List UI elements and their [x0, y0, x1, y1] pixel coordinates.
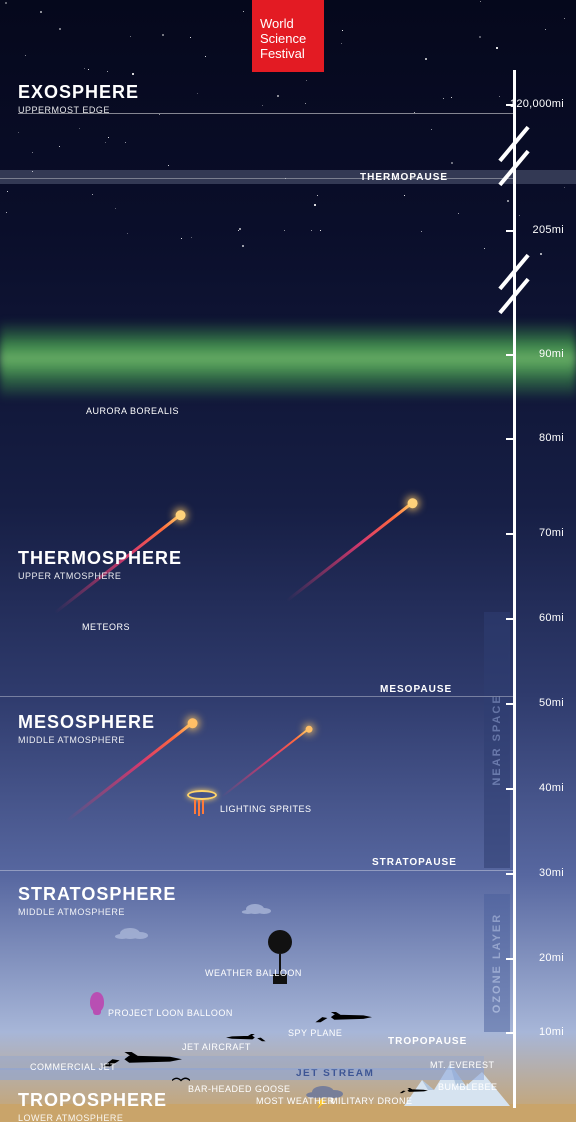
aurora-band: [0, 338, 576, 378]
altitude-ruler: [513, 70, 516, 1108]
ruler-tick-label: 120,000mi: [510, 98, 564, 110]
wsf-logo: WorldScienceFestival: [252, 0, 324, 72]
weather-balloon: [268, 930, 292, 954]
feature-label: BUMBLEBEE: [438, 1082, 498, 1092]
thermopause-band: [0, 170, 576, 184]
cloud: [246, 904, 264, 914]
ruler-tick: [506, 1032, 516, 1034]
atmosphere-infographic: JET STREAMNEAR SPACEOZONE LAYER ⚡120,000…: [0, 0, 576, 1122]
layer-name: EXOSPHERE: [18, 82, 139, 103]
layer-name: STRATOSPHERE: [18, 884, 176, 905]
feature-label: JET AIRCRAFT: [182, 1042, 251, 1052]
ruler-tick: [506, 618, 516, 620]
ruler-tick: [506, 703, 516, 705]
feature-label: LIGHTING SPRITES: [220, 804, 312, 814]
boundary-line: [0, 696, 513, 697]
layer-subtitle: MIDDLE ATMOSPHERE: [18, 735, 155, 745]
plane-spy: [312, 1012, 372, 1024]
boundary-label: MESOPAUSE: [380, 684, 452, 695]
feature-label: COMMERCIAL JET: [30, 1062, 116, 1072]
ruler-tick-label: 70mi: [539, 527, 564, 539]
feature-label: PROJECT LOON BALLOON: [108, 1008, 233, 1018]
ruler-tick-label: 30mi: [539, 867, 564, 879]
ruler-tick: [506, 788, 516, 790]
feature-label: WEATHER BALLOON: [205, 968, 302, 978]
logo-text: WorldScienceFestival: [260, 17, 306, 62]
feature-label: MILITARY DRONE: [330, 1096, 413, 1106]
boundary-label: THERMOPAUSE: [360, 172, 448, 183]
ruler-tick-label: 90mi: [539, 348, 564, 360]
layer-subtitle: MIDDLE ATMOSPHERE: [18, 907, 176, 917]
layer-name: MESOSPHERE: [18, 712, 155, 733]
cloud: [120, 928, 140, 939]
loon-balloon: [90, 992, 104, 1012]
ruler-tick-label: 205mi: [533, 224, 564, 236]
plane-drone: [398, 1088, 428, 1094]
ruler-tick-label: 80mi: [539, 432, 564, 444]
layer-subtitle: UPPER ATMOSPHERE: [18, 571, 182, 581]
feature-label: METEORS: [82, 622, 130, 632]
vband-near-space: NEAR SPACE: [484, 612, 510, 868]
vband-ozone-layer: OZONE LAYER: [484, 894, 510, 1032]
title-underline: [18, 113, 513, 114]
ruler-tick-label: 10mi: [539, 1026, 564, 1038]
lighting-sprite: [184, 790, 220, 820]
ruler-tick-label: 50mi: [539, 697, 564, 709]
ruler-tick: [506, 533, 516, 535]
layer-title-thermosphere: THERMOSPHERE UPPER ATMOSPHERE: [18, 548, 182, 581]
feature-label: MOST WEATHER: [256, 1096, 335, 1106]
layer-title-stratosphere: STRATOSPHERE MIDDLE ATMOSPHERE: [18, 884, 176, 917]
layer-name: TROPOSPHERE: [18, 1090, 167, 1111]
ruler-tick: [506, 438, 516, 440]
feature-label: AURORA BOREALIS: [86, 406, 179, 416]
feature-label: SPY PLANE: [288, 1028, 342, 1038]
boundary-label: STRATOPAUSE: [372, 857, 457, 868]
ruler-tick: [506, 230, 516, 232]
feature-label: BAR-HEADED GOOSE: [188, 1084, 291, 1094]
layer-title-troposphere: TROPOSPHERELOWER ATMOSPHERE: [18, 1090, 167, 1123]
boundary-label: TROPOPAUSE: [388, 1036, 467, 1047]
ruler-tick: [506, 873, 516, 875]
layer-name: THERMOSPHERE: [18, 548, 182, 569]
ruler-tick-label: 60mi: [539, 612, 564, 624]
ruler-tick: [506, 354, 516, 356]
ruler-tick: [506, 958, 516, 960]
ruler-tick-label: 20mi: [539, 952, 564, 964]
feature-label: MT. EVEREST: [430, 1060, 495, 1070]
ruler-tick-label: 40mi: [539, 782, 564, 794]
layer-title-mesosphere: MESOSPHERE MIDDLE ATMOSPHERE: [18, 712, 155, 745]
boundary-line: [0, 870, 513, 871]
layer-title-exosphere: EXOSPHEREUPPERMOST EDGE: [18, 82, 139, 115]
